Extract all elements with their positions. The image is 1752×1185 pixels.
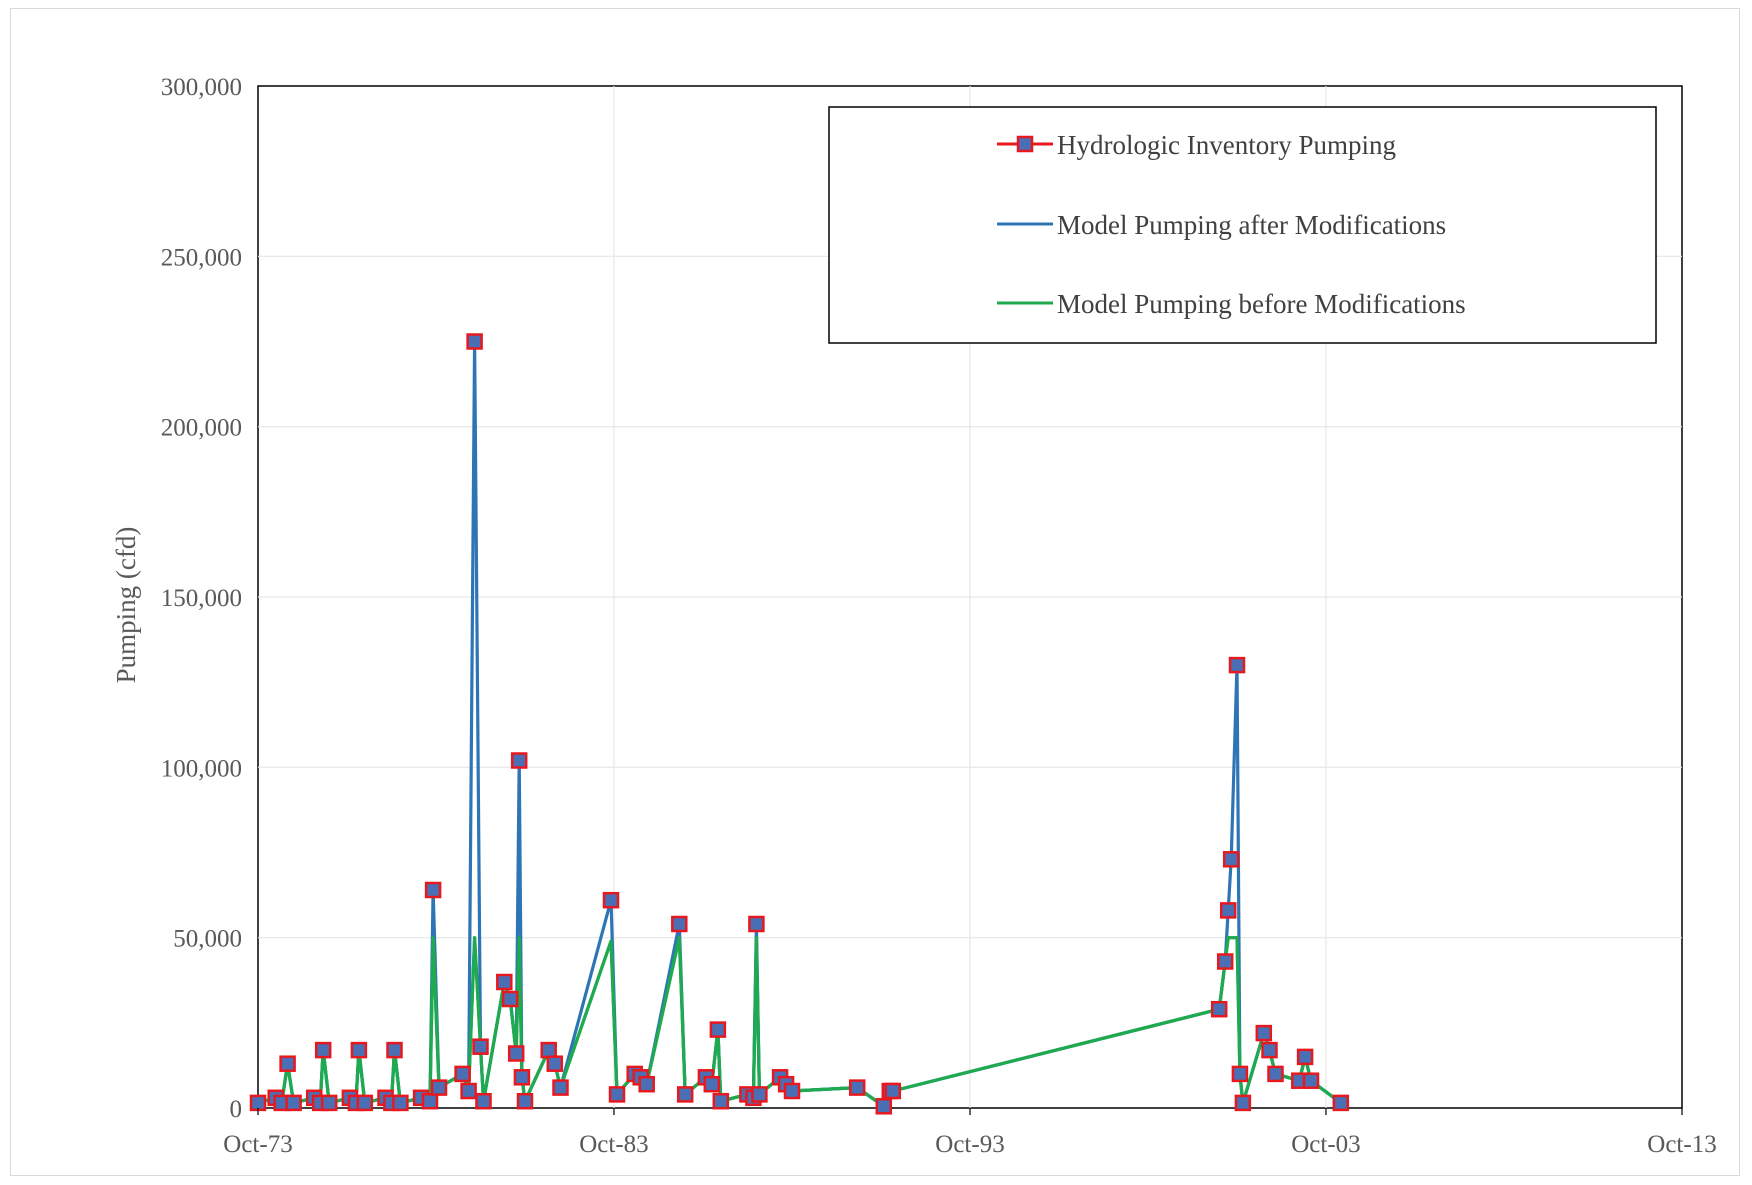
data-point-hydrologic bbox=[602, 891, 620, 909]
chart-frame: 0 50,000 100,000 150,000 200,000 250,000 300,0… bbox=[10, 8, 1740, 1176]
data-point-hydrologic bbox=[507, 1045, 525, 1062]
y-axis-ticks: 0 50,000 100,000 150,000 200,000 250,000 300,0… bbox=[161, 74, 242, 1123]
legend-label-before: Model Pumping before Modifications bbox=[1057, 289, 1466, 319]
data-point-hydrologic bbox=[751, 1086, 768, 1103]
x-tick-label: Oct-03 bbox=[1291, 1131, 1360, 1158]
data-point-hydrologic bbox=[608, 1086, 626, 1103]
legend-label-after: Model Pumping after Modifications bbox=[1057, 210, 1446, 240]
y-axis-title: Pumping (cfd) bbox=[111, 527, 141, 684]
data-point-hydrologic bbox=[510, 752, 528, 769]
data-point-hydrologic bbox=[460, 1082, 477, 1100]
data-point-hydrologic bbox=[1228, 656, 1246, 674]
data-point-hydrologic bbox=[249, 1094, 267, 1112]
y-tick-label: 50,000 bbox=[173, 926, 242, 953]
x-tick-label: Oct-93 bbox=[935, 1131, 1004, 1158]
y-tick-label: 0 bbox=[230, 1096, 243, 1123]
data-point-hydrologic bbox=[1234, 1094, 1252, 1112]
data-point-hydrologic bbox=[386, 1041, 403, 1059]
x-tick-label: Oct-73 bbox=[223, 1131, 292, 1158]
data-point-hydrologic bbox=[748, 915, 765, 933]
data-point-hydrologic bbox=[712, 1092, 730, 1110]
data-point-hydrologic bbox=[279, 1055, 296, 1072]
data-point-hydrologic bbox=[320, 1094, 338, 1112]
legend: Hydrologic Inventory Pumping Model Pumpi… bbox=[828, 106, 1657, 344]
data-point-hydrologic bbox=[638, 1075, 655, 1093]
data-point-hydrologic bbox=[783, 1082, 801, 1100]
data-point-hydrologic bbox=[501, 990, 519, 1008]
data-point-hydrologic bbox=[314, 1041, 332, 1059]
y-tick-label: 150,000 bbox=[161, 585, 242, 612]
x-tick-label: Oct-13 bbox=[1647, 1131, 1716, 1158]
y-tick-label: 300,000 bbox=[161, 74, 242, 101]
data-point-hydrologic bbox=[1222, 851, 1240, 868]
legend-label-hydrologic: Hydrologic Inventory Pumping bbox=[1057, 130, 1396, 160]
data-point-hydrologic bbox=[475, 1092, 492, 1110]
y-tick-label: 250,000 bbox=[161, 244, 242, 271]
data-point-hydrologic bbox=[350, 1041, 368, 1059]
data-point-hydrologic bbox=[1332, 1094, 1350, 1112]
x-tick-label: Oct-83 bbox=[579, 1131, 648, 1158]
data-point-hydrologic bbox=[285, 1094, 302, 1112]
data-point-hydrologic bbox=[430, 1079, 448, 1096]
data-point-hydrologic bbox=[1210, 1000, 1228, 1018]
data-point-hydrologic bbox=[516, 1092, 534, 1110]
y-tick-label: 200,000 bbox=[161, 415, 242, 442]
pumping-chart: 0 50,000 100,000 150,000 200,000 250,000 300,0… bbox=[111, 74, 1717, 1158]
data-point-hydrologic bbox=[1261, 1041, 1278, 1059]
data-point-hydrologic bbox=[356, 1094, 374, 1112]
data-point-hydrologic bbox=[884, 1082, 902, 1100]
data-point-hydrologic bbox=[671, 915, 688, 933]
data-point-hydrologic bbox=[496, 973, 513, 991]
data-point-hydrologic bbox=[421, 1092, 439, 1110]
data-markers bbox=[249, 333, 1350, 1115]
data-point-hydrologic bbox=[424, 881, 442, 899]
data-point-hydrologic bbox=[552, 1079, 569, 1096]
data-point-hydrologic bbox=[472, 1038, 489, 1055]
data-point-hydrologic bbox=[848, 1079, 866, 1096]
data-point-hydrologic bbox=[1267, 1065, 1284, 1083]
data-point-hydrologic bbox=[1255, 1024, 1273, 1042]
y-tick-label: 100,000 bbox=[161, 755, 242, 782]
legend-box bbox=[828, 106, 1657, 344]
data-point-hydrologic bbox=[466, 333, 483, 350]
data-point-hydrologic bbox=[703, 1075, 721, 1093]
data-point-hydrologic bbox=[875, 1098, 893, 1115]
data-point-hydrologic bbox=[1302, 1072, 1320, 1089]
data-point-hydrologic bbox=[513, 1069, 531, 1086]
data-point-hydrologic bbox=[1231, 1065, 1249, 1083]
data-point-hydrologic bbox=[1219, 902, 1237, 919]
data-point-hydrologic bbox=[540, 1041, 557, 1059]
data-point-hydrologic bbox=[676, 1086, 694, 1103]
data-point-hydrologic bbox=[546, 1055, 564, 1072]
x-axis-ticks: Oct-73 Oct-83 Oct-93 Oct-03 Oct-13 bbox=[223, 1108, 1717, 1158]
data-point-hydrologic bbox=[392, 1094, 409, 1112]
data-point-hydrologic bbox=[1296, 1048, 1314, 1066]
data-point-hydrologic bbox=[1216, 953, 1234, 970]
legend-marker-hydrologic bbox=[1016, 135, 1034, 153]
data-point-hydrologic bbox=[454, 1065, 471, 1083]
data-point-hydrologic bbox=[709, 1021, 727, 1038]
